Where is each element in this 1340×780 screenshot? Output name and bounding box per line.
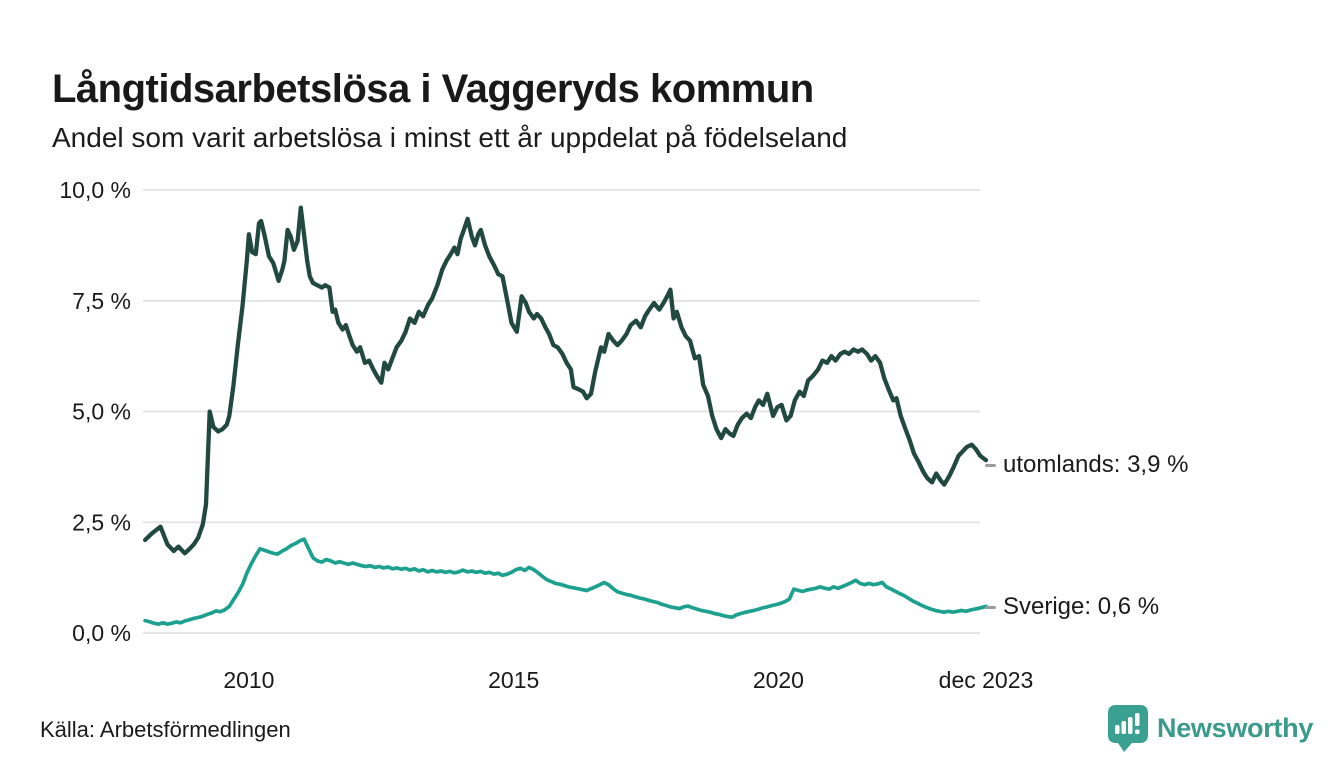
chart-subtitle: Andel som varit arbetslösa i minst ett å… (52, 122, 848, 153)
newsworthy-logo: Newsworthy (1108, 705, 1313, 752)
brand-wordmark: Newsworthy (1157, 713, 1314, 743)
y-tick-label: 5,0 % (72, 399, 131, 425)
label-connector-dash (985, 605, 996, 609)
source-attribution: Källa: Arbetsförmedlingen (40, 717, 291, 742)
page-title: Långtidsarbetslösa i Vaggeryds kommun (52, 66, 814, 111)
series-end-label-utomlands: utomlands: 3,9 % (985, 449, 1188, 481)
series-line-Sverige (143, 537, 988, 626)
x-tick-label: 2020 (753, 667, 804, 693)
series-end-label-sverige: Sverige: 0,6 % (985, 591, 1159, 623)
x-tick-label: 2015 (488, 667, 539, 693)
x-tick-label: dec 2023 (939, 667, 1034, 693)
series-end-label-text: Sverige: 0,6 % (1003, 593, 1160, 620)
series-line-utomlands (142, 205, 989, 556)
y-tick-label: 2,5 % (72, 509, 131, 535)
series-end-label-text: utomlands: 3,9 % (1003, 451, 1189, 478)
label-connector-dash (985, 463, 996, 467)
x-tick-label: 2010 (223, 667, 274, 693)
y-tick-label: 0,0 % (72, 620, 131, 646)
y-tick-label: 7,5 % (72, 288, 131, 314)
bar-chart-pin-icon (1108, 705, 1148, 752)
y-tick-label: 10,0 % (59, 177, 131, 203)
